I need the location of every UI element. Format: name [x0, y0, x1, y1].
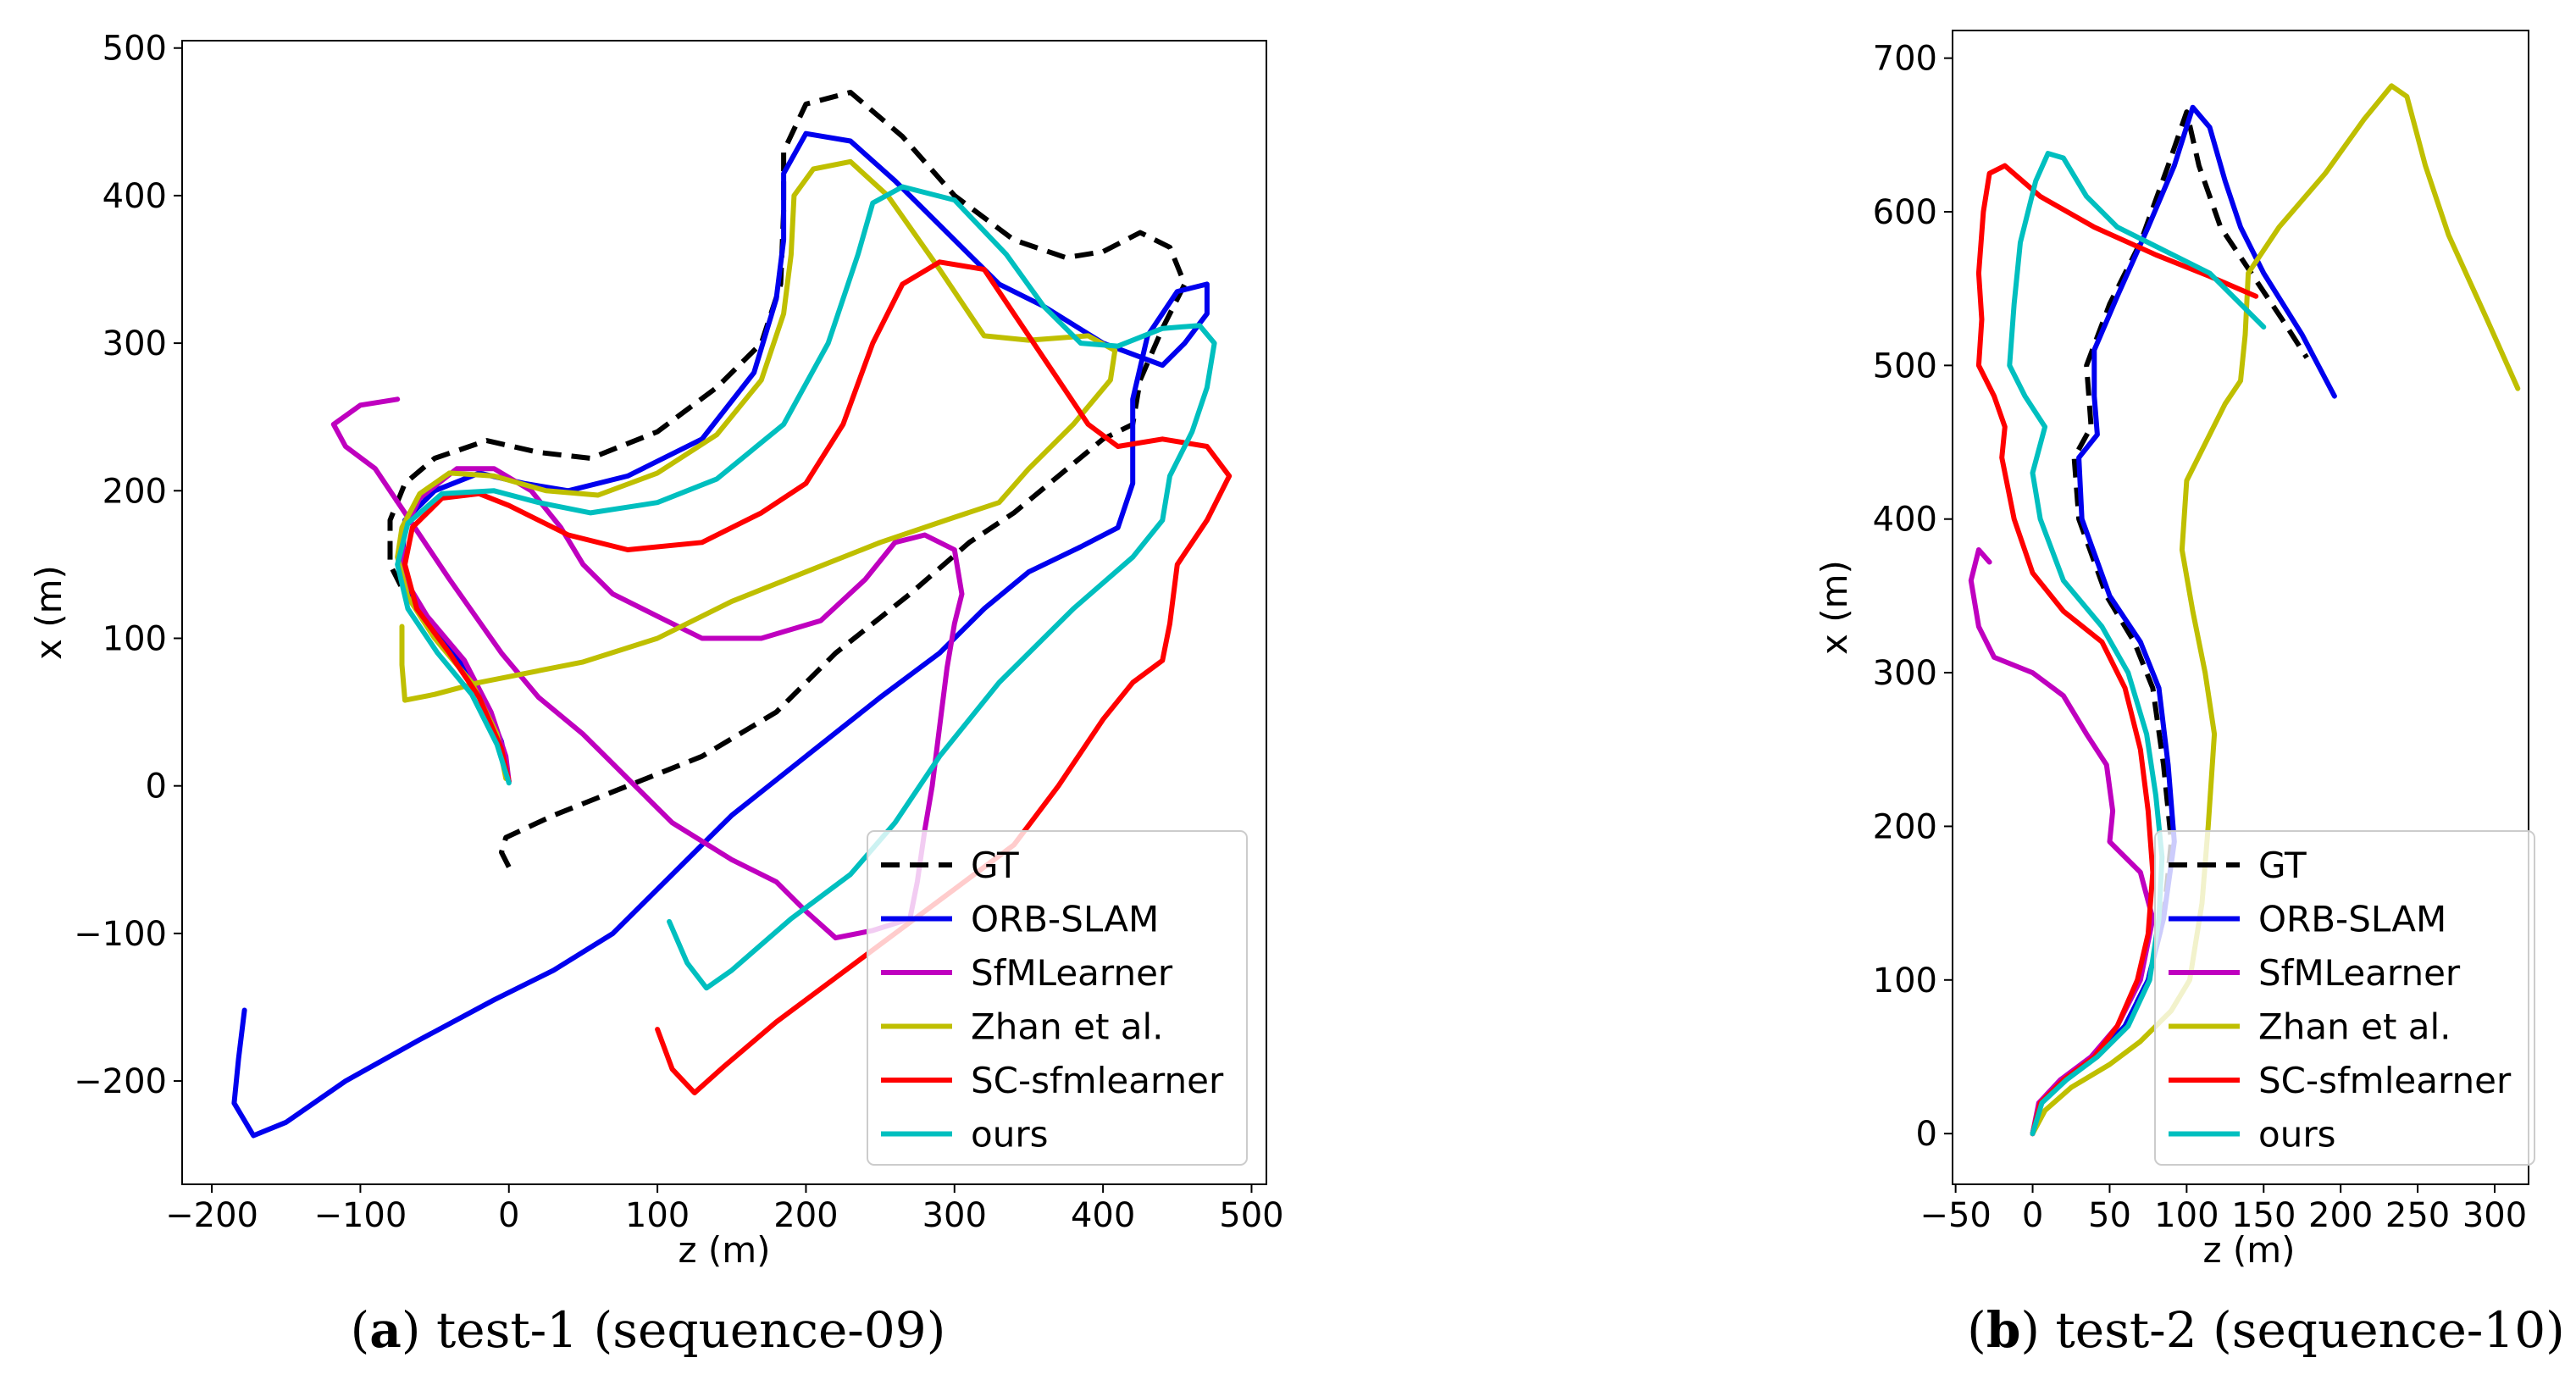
panel-b-xtick-label: 200: [2308, 1196, 2373, 1235]
panel-a-series-gt: [387, 90, 1188, 868]
panel-a-series-ours: [395, 184, 1217, 991]
panel-a-legend-label-orb-slam: ORB-SLAM: [971, 899, 1159, 940]
panel-b-ytick-label: 0: [1916, 1115, 1937, 1154]
panel-b-ylabel: x (m): [1814, 560, 1855, 655]
panel-a-ytick-label: 200: [102, 472, 167, 511]
panel-a-ytick-label: 0: [146, 768, 167, 806]
panel-a-caption-open-paren: (: [351, 1301, 370, 1359]
panel-b-ytick-label: 100: [1873, 962, 1937, 1000]
panel-b-ytick-label: 300: [1873, 654, 1937, 693]
panel-b-xtick-label: 150: [2231, 1196, 2296, 1235]
panel-b-ytick-label: 400: [1873, 501, 1937, 540]
panel-a-ytick-label: −200: [74, 1062, 167, 1101]
panel-a-legend-label-zhan-et-al-: Zhan et al.: [971, 1006, 1164, 1048]
panel-b-legend-label-zhan-et-al-: Zhan et al.: [2258, 1006, 2451, 1048]
panel-b-caption-text: test-2 (sequence-10): [2055, 1301, 2564, 1359]
panel-a-xtick-label: 500: [1219, 1196, 1283, 1235]
panel-a-legend: GT ORB-SLAM SfMLearner Zhan et al. SC-sfmlea…: [867, 830, 1248, 1166]
panel-b-xtick-label: 300: [2462, 1196, 2527, 1235]
panel-a-legend-label-ours: ours: [971, 1114, 1048, 1155]
panel-b: −50 0 50 100 150 200 250 300 0 100 200 300 400 500 600…: [1814, 30, 2565, 1359]
panel-a-plot: −200 −100 0 100 200 300 400 500 −200 −100 0 100 200 3…: [74, 30, 1284, 1235]
panel-b-legend-label-sfmlearner: SfMLearner: [2258, 952, 2461, 994]
panel-b-caption-open-paren: (: [1967, 1301, 1986, 1359]
panel-b-legend: GT ORB-SLAM SfMLearner Zhan et al. SC-sfmlea…: [2154, 830, 2535, 1166]
panel-a-legend-frame: [867, 830, 1248, 1166]
panel-a-xtick-label: −100: [313, 1196, 407, 1235]
panel-a-caption: (a) test-1 (sequence-09): [351, 1301, 946, 1359]
panel-a-ytick-label: 500: [102, 30, 167, 69]
panel-b-caption-close-paren: ): [2020, 1301, 2055, 1359]
panel-a-ylabel: x (m): [28, 565, 69, 660]
panel-b-legend-label-gt: GT: [2258, 845, 2307, 886]
panel-b-xtick-label: −50: [1920, 1196, 1991, 1235]
panel-a-xlabel: z (m): [678, 1229, 770, 1271]
panel-b-xlabel: z (m): [2202, 1229, 2295, 1271]
panel-a-ytick-label: 400: [102, 177, 167, 216]
panel-a-xtick-label: −200: [165, 1196, 258, 1235]
panel-b-caption-letter: b: [1986, 1301, 2021, 1359]
panel-a: −200 −100 0 100 200 300 400 500 −200 −100 0 100 200 3…: [28, 30, 1284, 1359]
panel-a-xtick-label: 200: [773, 1196, 838, 1235]
panel-b-legend-frame: [2154, 830, 2535, 1166]
panel-b-ytick-label: 200: [1873, 807, 1937, 846]
panel-b-series-sc-sfmlearner: [1975, 163, 2259, 1137]
panel-b-ytick-label: 700: [1873, 40, 1937, 79]
panel-b-legend-label-sc-sfmlearner: SC-sfmlearner: [2258, 1060, 2512, 1101]
panel-a-xtick-label: 0: [498, 1196, 519, 1235]
panel-a-legend-label-sfmlearner: SfMLearner: [971, 952, 1173, 994]
panel-b-xtick-label: 100: [2154, 1196, 2219, 1235]
panel-a-ytick-label: −100: [74, 915, 167, 954]
panel-b-legend-label-orb-slam: ORB-SLAM: [2258, 899, 2446, 940]
panel-b-ytick-label: 600: [1873, 193, 1937, 232]
panel-a-ytick-label: 100: [102, 619, 167, 658]
panel-b-xtick-label: 0: [2022, 1196, 2043, 1235]
panel-a-caption-letter: a: [369, 1301, 402, 1359]
panel-a-legend-label-gt: GT: [971, 845, 1019, 886]
panel-a-xtick-label: 300: [922, 1196, 987, 1235]
panel-b-xtick-label: 50: [2088, 1196, 2131, 1235]
panel-a-ytick-label: 300: [102, 324, 167, 363]
panel-a-series-zhan-et-al-: [395, 158, 1118, 781]
panel-a-caption-text: test-1 (sequence-09): [436, 1301, 945, 1359]
panel-a-caption-close-paren: ): [402, 1301, 436, 1359]
panel-a-xtick-label: 400: [1071, 1196, 1135, 1235]
panel-a-legend-label-sc-sfmlearner: SC-sfmlearner: [971, 1060, 1224, 1101]
panel-b-caption: (b) test-2 (sequence-10): [1967, 1301, 2565, 1359]
panel-b-legend-label-ours: ours: [2258, 1114, 2335, 1155]
panel-b-xtick-label: 250: [2385, 1196, 2450, 1235]
panel-b-series-ours: [2007, 151, 2267, 1137]
panel-a-xtick-label: 100: [625, 1196, 690, 1235]
panel-b-ytick-label: 500: [1873, 346, 1937, 385]
